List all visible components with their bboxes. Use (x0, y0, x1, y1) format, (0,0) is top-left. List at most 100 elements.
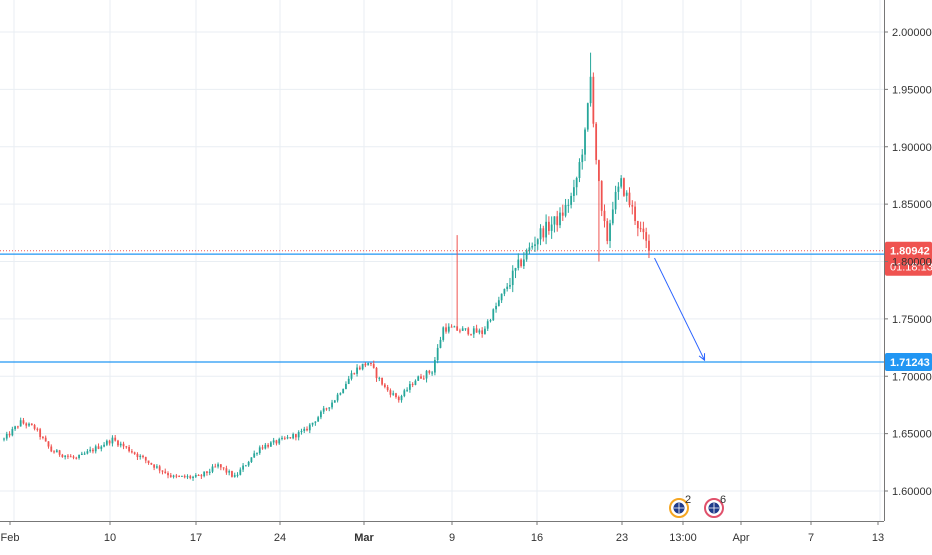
candle (625, 190, 628, 202)
candle (142, 454, 144, 459)
candle-body (142, 455, 144, 458)
candle-body (575, 178, 578, 188)
candle (33, 423, 36, 431)
candle (30, 423, 33, 426)
candle (286, 434, 289, 440)
candle (445, 323, 447, 334)
candle (175, 473, 178, 479)
candle-body (500, 293, 503, 301)
candle-body (353, 373, 356, 375)
y-tick-label: 1.75000 (892, 314, 932, 326)
candle-body (128, 447, 130, 452)
y-tick-label: 1.80000 (892, 257, 932, 269)
candle-body (417, 376, 420, 381)
candle-body (136, 453, 139, 458)
candle (639, 221, 642, 233)
candle (447, 323, 450, 334)
candle (434, 357, 436, 376)
candle-body (611, 209, 614, 224)
candle (472, 325, 475, 338)
candle (47, 441, 50, 449)
candle-body (625, 192, 628, 196)
candle (122, 441, 125, 450)
candle (517, 253, 520, 271)
candle (192, 475, 194, 481)
candle-body (497, 300, 500, 306)
candle-body (472, 328, 475, 335)
candle-body (306, 428, 308, 431)
candle-body (406, 389, 408, 391)
candle (581, 149, 584, 170)
candle (470, 333, 472, 336)
candle (467, 326, 470, 336)
candle-body (342, 389, 345, 394)
candle (150, 462, 153, 465)
event-marker[interactable]: 6 (704, 494, 726, 518)
event-marker[interactable]: 2 (669, 494, 691, 518)
candle (156, 464, 158, 469)
candle-body (194, 475, 197, 477)
candle-body (492, 309, 495, 321)
candle (325, 407, 328, 411)
candle-body (172, 475, 175, 477)
candle (161, 470, 164, 475)
candle (130, 449, 133, 454)
candle (400, 394, 403, 403)
candle (22, 417, 25, 425)
candle-body (97, 446, 100, 449)
candle-body (509, 285, 511, 287)
candle-body (442, 327, 445, 340)
candle-body (181, 475, 183, 477)
y-tick-label: 1.95000 (892, 84, 932, 96)
candle (475, 324, 478, 333)
candle-body (153, 464, 156, 468)
candle (253, 450, 256, 458)
projection-arrow[interactable] (654, 257, 706, 362)
candle-body (495, 305, 497, 310)
candle-body (5, 433, 8, 439)
candle (484, 326, 486, 335)
candle-body (333, 400, 336, 403)
candle-body (47, 441, 50, 447)
candle (133, 451, 136, 455)
candle-body (636, 221, 639, 229)
candle (169, 472, 172, 478)
candle-body (589, 76, 592, 104)
candle-body (639, 228, 642, 230)
candle-body (545, 221, 547, 238)
candle (295, 433, 297, 441)
candle-body (236, 474, 239, 476)
candle (439, 336, 442, 349)
candle-body (186, 476, 189, 478)
candle-body (272, 440, 275, 443)
candle-body (297, 432, 300, 438)
arrow-head-icon (698, 353, 706, 362)
candle-body (397, 397, 400, 401)
candle-body (620, 178, 623, 187)
candle-body (386, 386, 389, 391)
candle-body (89, 449, 92, 452)
candle-body (214, 466, 217, 468)
candle (645, 227, 648, 249)
candle (592, 72, 595, 128)
candle-body (408, 384, 411, 390)
candle-body (478, 330, 481, 333)
x-tick-label: Apr (732, 532, 749, 544)
candle (383, 383, 386, 389)
candle-body (228, 471, 231, 473)
candle-body (331, 402, 333, 408)
countdown-label: 01:18:13 (890, 262, 932, 274)
candle-body (267, 444, 269, 447)
candle (589, 52, 592, 107)
arrow-line[interactable] (654, 257, 706, 361)
candle (478, 328, 481, 335)
candle-body (303, 428, 306, 431)
candle-body (623, 178, 625, 196)
candle-body (559, 212, 561, 226)
candle (642, 221, 645, 240)
candle-body (39, 429, 42, 437)
